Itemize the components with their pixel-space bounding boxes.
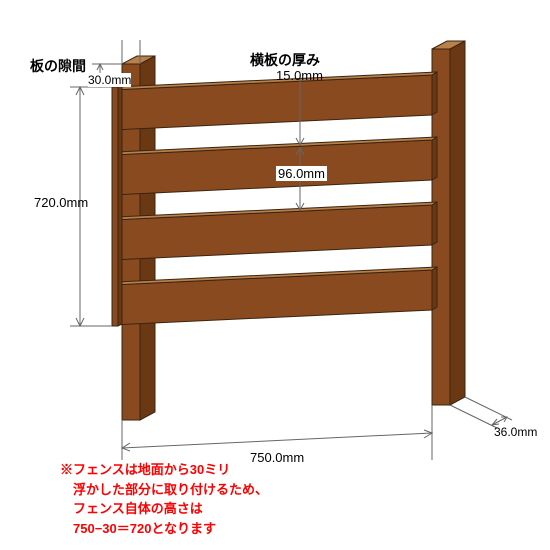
depth-value: 36.0mm [494,425,537,439]
caption-note: ※フェンスは地面から30ミリ 浮かした部分に取り付けるため、 フェンス自体の高さ… [60,460,268,538]
slat-1 [112,72,437,130]
thickness-label: 横板の厚み [250,50,320,70]
slat-4 [112,267,437,325]
height-value: 720.0mm [34,195,88,210]
slat-spacing-value: 96.0mm [276,166,327,181]
gap-value: 30.0mm [88,73,131,87]
slat-2 [112,137,437,195]
post-left-front-rail [112,85,122,326]
thickness-value: 15.0mm [276,68,323,83]
gap-label: 板の隙間 [30,56,86,76]
slat-3 [112,202,437,260]
